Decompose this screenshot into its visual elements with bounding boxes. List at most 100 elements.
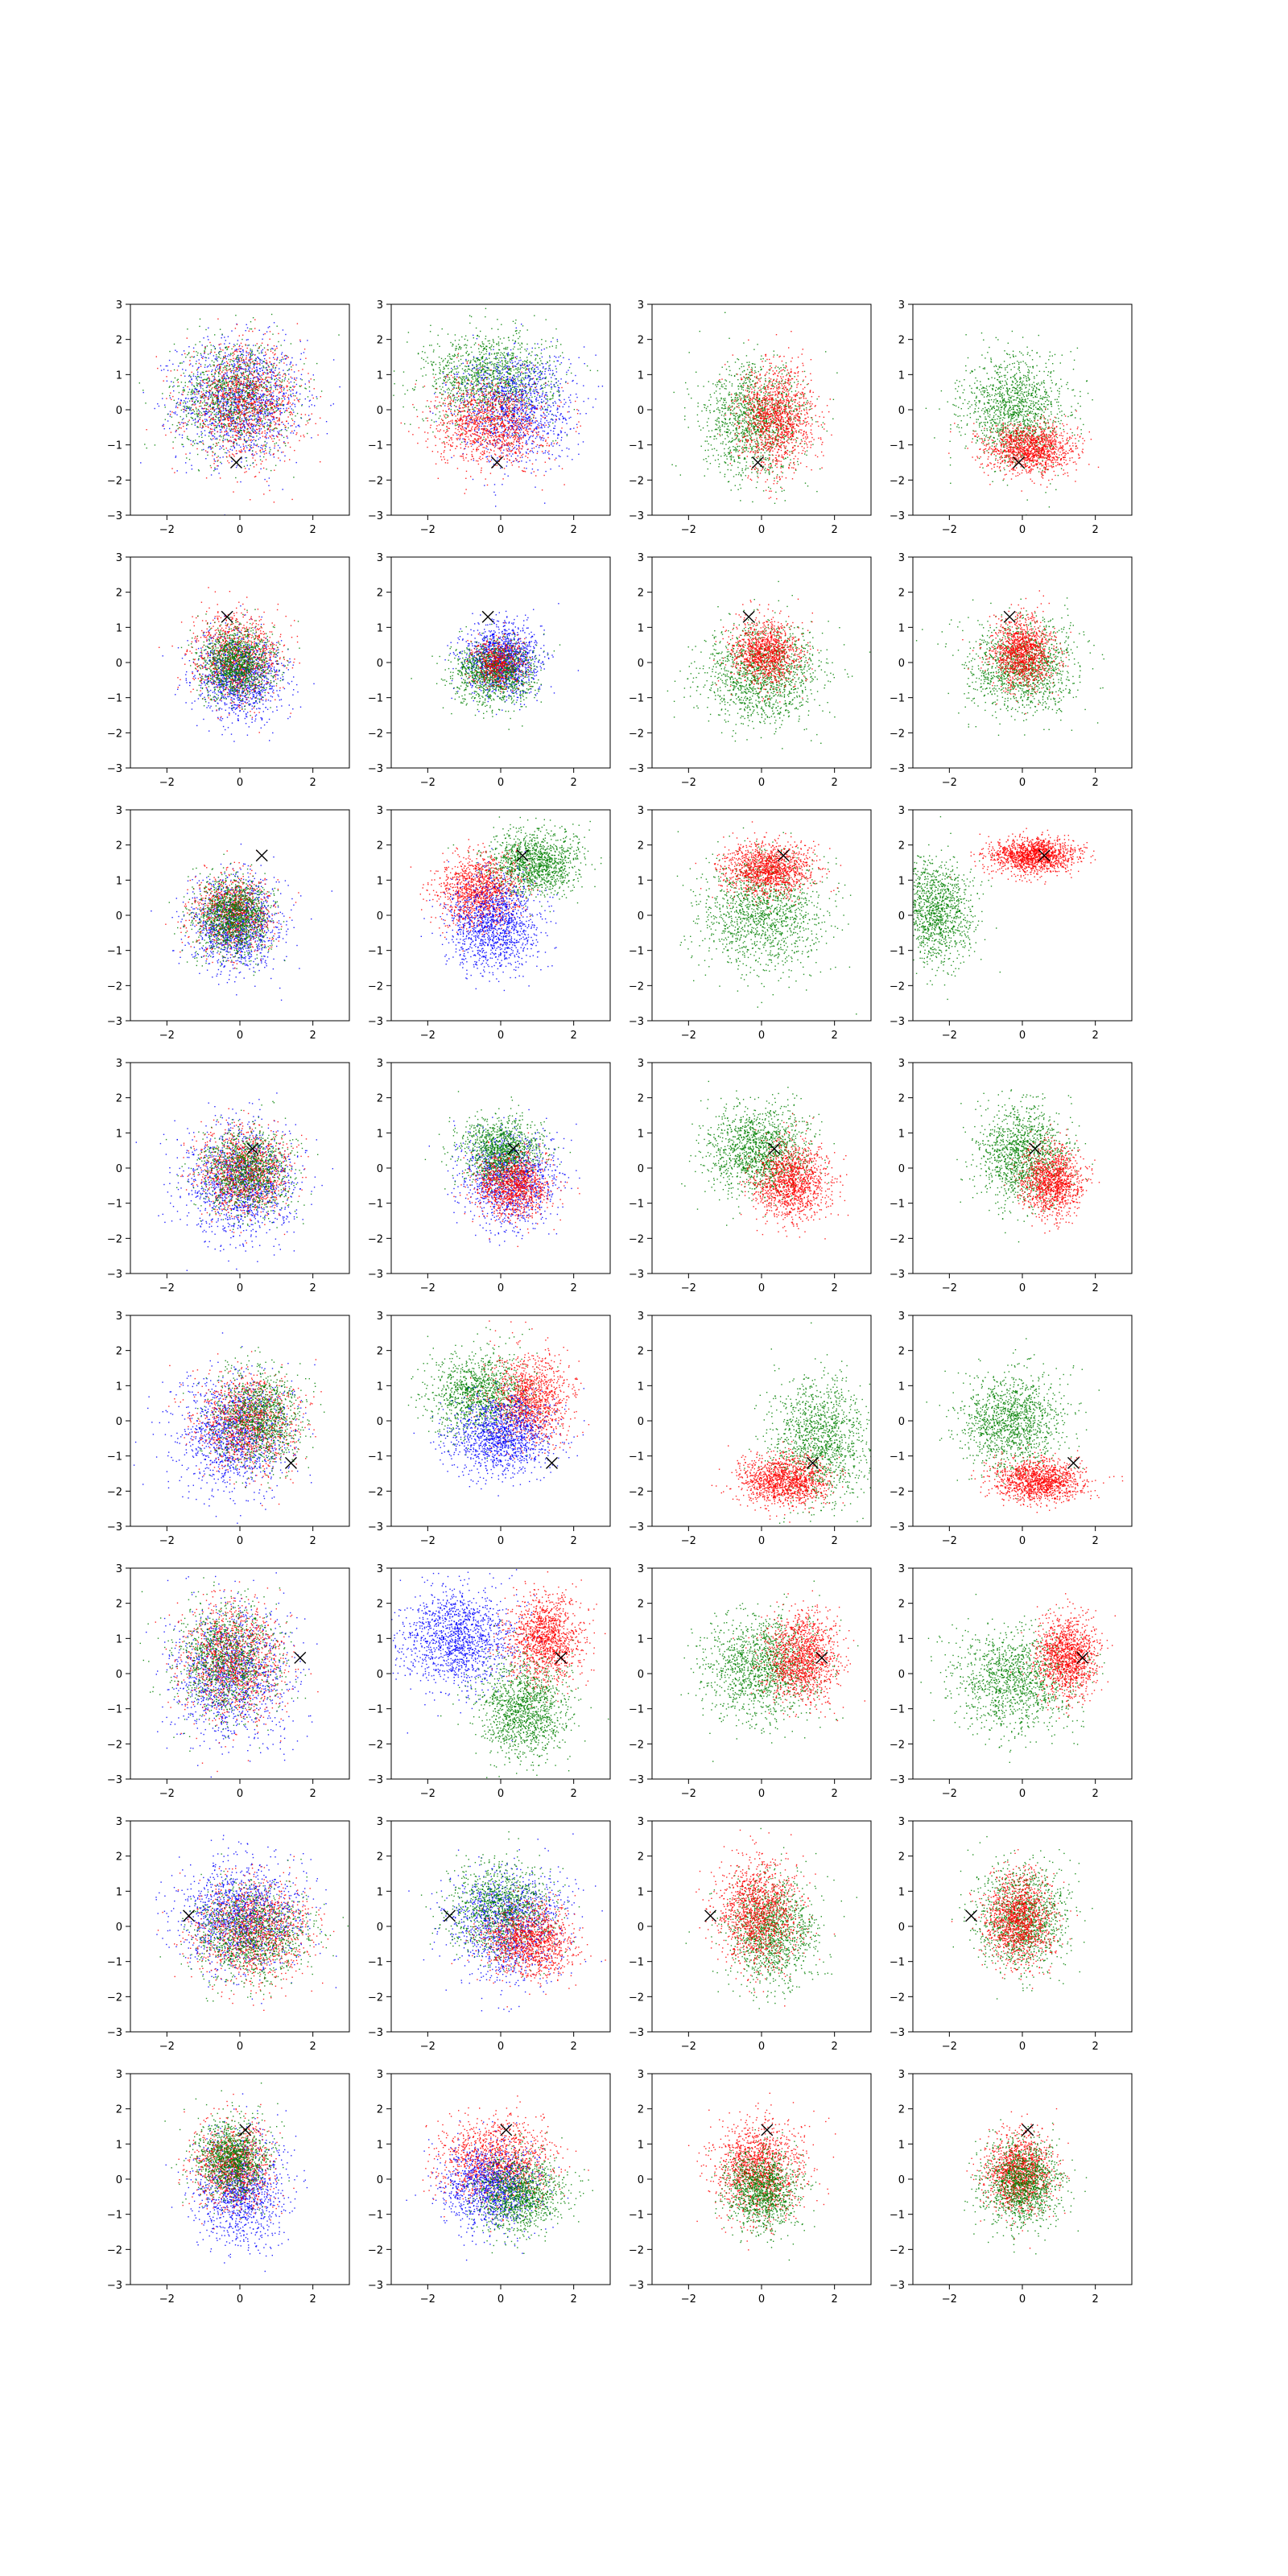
x-tick-label: 0 [497, 777, 504, 789]
x-tick-label: 2 [571, 1535, 577, 1547]
x-tick-label: 2 [1092, 1535, 1099, 1547]
y-tick-label: 2 [638, 1093, 644, 1105]
y-tick-label: 0 [116, 658, 122, 670]
y-tick-label: 3 [377, 1311, 383, 1323]
x-tick-label: 2 [1092, 1788, 1099, 1800]
y-tick-label: −3 [368, 2280, 383, 2292]
y-tick-label: 1 [638, 1886, 644, 1898]
x-tick-label: −2 [942, 2041, 957, 2053]
x-tick-label: 2 [571, 2041, 577, 2053]
y-tick-label: −3 [368, 1521, 383, 1534]
y-tick-label: 3 [898, 552, 905, 564]
y-tick-label: −1 [107, 1704, 122, 1716]
y-tick-label: 0 [377, 1669, 383, 1681]
y-tick-label: −1 [107, 1451, 122, 1463]
y-tick-label: 0 [898, 2174, 905, 2186]
y-tick-label: 0 [638, 910, 644, 923]
y-tick-label: 3 [116, 1816, 122, 1828]
y-tick-label: 2 [116, 335, 122, 347]
y-tick-label: 1 [638, 1128, 644, 1140]
y-tick-label: 3 [638, 805, 644, 817]
x-tick-label: −2 [159, 524, 175, 536]
y-tick-label: 1 [638, 2139, 644, 2151]
y-tick-label: 0 [898, 910, 905, 923]
y-tick-label: 2 [116, 588, 122, 600]
y-tick-label: 2 [638, 588, 644, 600]
y-tick-label: −1 [890, 2210, 905, 2222]
y-tick-label: 2 [898, 1346, 905, 1358]
y-tick-label: −1 [107, 946, 122, 958]
y-tick-label: 3 [638, 299, 644, 312]
x-tick-label: 2 [1092, 1282, 1099, 1294]
y-tick-label: 0 [377, 658, 383, 670]
y-tick-label: 0 [377, 1416, 383, 1428]
y-tick-label: 3 [638, 1563, 644, 1575]
y-tick-label: −3 [107, 1774, 122, 1786]
x-tick-label: 0 [237, 2041, 243, 2053]
y-tick-label: 3 [638, 1058, 644, 1070]
y-tick-label: 2 [377, 1599, 383, 1611]
x-tick-label: 2 [1092, 524, 1099, 536]
y-tick-label: 3 [377, 1816, 383, 1828]
y-tick-label: 2 [638, 1346, 644, 1358]
y-tick-label: 0 [898, 1163, 905, 1175]
y-tick-label: −2 [890, 1486, 905, 1498]
x-tick-label: −2 [942, 2293, 957, 2306]
y-tick-label: −3 [890, 1269, 905, 1281]
x-tick-label: 2 [832, 777, 838, 789]
y-tick-label: 0 [116, 1922, 122, 1934]
y-tick-label: −2 [890, 2244, 905, 2256]
x-tick-label: −2 [420, 524, 436, 536]
y-tick-label: −3 [368, 763, 383, 775]
x-tick-label: −2 [942, 1282, 957, 1294]
x-tick-label: 0 [1019, 777, 1026, 789]
x-tick-label: 0 [497, 1030, 504, 1042]
x-tick-label: −2 [942, 1030, 957, 1042]
y-tick-label: −2 [107, 1233, 122, 1245]
x-tick-label: 2 [310, 2293, 316, 2306]
y-tick-label: 1 [116, 1128, 122, 1140]
y-tick-label: 2 [377, 335, 383, 347]
y-tick-label: 1 [638, 1633, 644, 1645]
y-tick-label: 0 [377, 2174, 383, 2186]
x-tick-label: −2 [420, 2293, 436, 2306]
y-tick-label: 2 [116, 840, 122, 852]
x-tick-label: 0 [497, 1282, 504, 1294]
y-tick-label: 3 [898, 1058, 905, 1070]
x-tick-label: 2 [832, 2041, 838, 2053]
y-tick-label: −1 [368, 1957, 383, 1969]
y-tick-label: 1 [377, 1633, 383, 1645]
y-tick-label: 1 [638, 369, 644, 382]
y-tick-label: 2 [898, 1599, 905, 1611]
y-tick-label: −2 [629, 1739, 644, 1751]
y-tick-label: −3 [629, 1269, 644, 1281]
y-tick-label: −1 [629, 1704, 644, 1716]
y-tick-label: 1 [377, 1381, 383, 1393]
y-tick-label: 0 [638, 405, 644, 417]
x-tick-label: −2 [942, 1788, 957, 1800]
y-tick-label: 1 [116, 2139, 122, 2151]
x-tick-label: 2 [310, 777, 316, 789]
y-tick-label: 0 [116, 1416, 122, 1428]
x-tick-label: −2 [420, 777, 436, 789]
y-tick-label: 2 [898, 840, 905, 852]
y-tick-label: 0 [898, 405, 905, 417]
y-tick-label: −3 [107, 510, 122, 522]
x-tick-label: 0 [497, 2293, 504, 2306]
y-tick-label: 1 [116, 369, 122, 382]
y-tick-label: 2 [116, 1093, 122, 1105]
y-tick-label: 1 [898, 875, 905, 887]
x-tick-label: 2 [571, 1030, 577, 1042]
y-tick-label: −2 [629, 980, 644, 993]
x-tick-label: −2 [681, 1282, 696, 1294]
y-tick-label: 0 [377, 1922, 383, 1934]
y-tick-label: −1 [107, 693, 122, 705]
y-tick-label: −1 [368, 440, 383, 452]
x-tick-label: 0 [1019, 2041, 1026, 2053]
x-tick-label: −2 [420, 2041, 436, 2053]
y-tick-label: 0 [377, 1163, 383, 1175]
y-tick-label: 1 [638, 875, 644, 887]
y-tick-label: 1 [377, 875, 383, 887]
x-tick-label: 2 [310, 1282, 316, 1294]
y-tick-label: −3 [107, 763, 122, 775]
